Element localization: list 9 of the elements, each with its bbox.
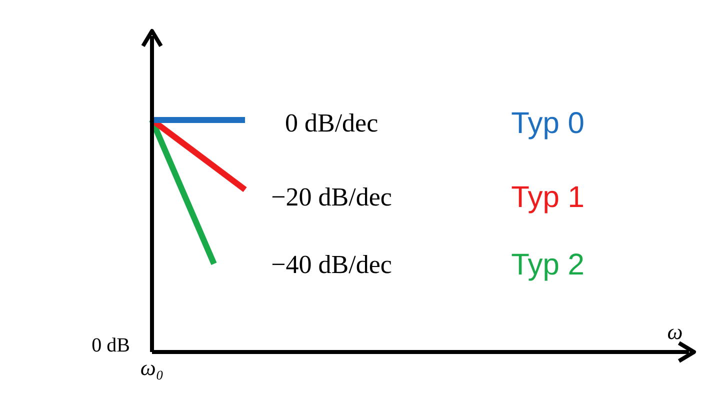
text: 0 dB/dec: [284, 108, 378, 138]
text: ω₀: [140, 354, 164, 380]
text: −40 dB/dec: [271, 250, 392, 279]
text: Typ 2: [511, 248, 584, 282]
text: Typ 0: [511, 106, 584, 140]
text: −20 dB/dec: [271, 182, 392, 212]
text: Typ 1: [511, 181, 584, 214]
text: 0 dB: [92, 334, 130, 356]
text: ω: [667, 318, 683, 344]
